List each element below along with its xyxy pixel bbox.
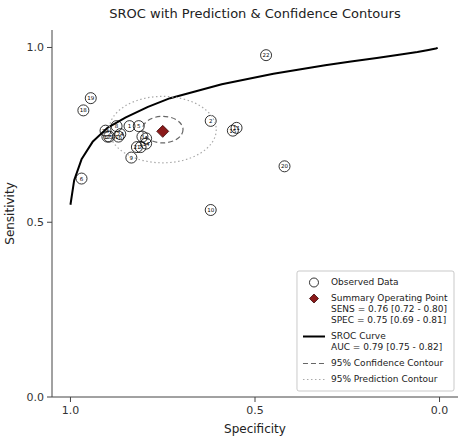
study-point: [85, 93, 96, 104]
contour-ellipse: [109, 96, 216, 162]
contour-ellipse: [142, 116, 183, 143]
point-labels: 1234567891011141516171819212022232425: [80, 52, 289, 213]
legend-label-line: SPEC = 0.75 [0.69 - 0.81]: [331, 315, 446, 325]
study-point: [131, 142, 142, 153]
study-label: 15: [229, 128, 236, 134]
study-point: [113, 131, 124, 142]
study-label: 5: [137, 123, 141, 129]
study-label: 8: [115, 123, 119, 129]
legend-label: 95% Confidence Contour: [331, 358, 444, 368]
study-label: 9: [130, 155, 134, 161]
study-point: [279, 161, 290, 172]
legend-label-line: 95% Confidence Contour: [331, 358, 444, 368]
y-tick-label: 0.5: [27, 216, 45, 229]
x-axis-label: Specificity: [224, 422, 286, 436]
study-label: 21: [133, 144, 140, 150]
legend-label-line: SENS = 0.76 [0.72 - 0.80]: [331, 304, 447, 314]
x-tick: [255, 397, 256, 402]
title: SROC with Prediction & Confidence Contou…: [109, 6, 401, 21]
y-tick: [47, 222, 52, 223]
legend-label-line: Summary Operating Point: [331, 293, 448, 303]
x-tick: [70, 397, 71, 402]
plot-area: [70, 48, 437, 216]
study-point: [205, 205, 216, 216]
x-tick: [439, 397, 440, 402]
study-point: [104, 131, 115, 142]
chart: SROC with Prediction & Confidence Contou…: [0, 0, 474, 441]
x-tick-label: 0.5: [246, 404, 264, 417]
legend-frame: [297, 271, 454, 391]
legend-marker: [309, 294, 318, 303]
legend-line: [303, 363, 325, 364]
y-axis: [52, 30, 53, 397]
study-label: 2: [209, 118, 213, 124]
study-label: 1: [128, 123, 132, 129]
legend-label-line: AUC = 0.79 [0.75 - 0.82]: [331, 342, 442, 352]
study-point: [76, 173, 87, 184]
sroc-curve: [70, 48, 437, 205]
legend-label: SROC CurveAUC = 0.79 [0.75 - 0.82]: [331, 331, 442, 352]
study-point: [261, 50, 272, 61]
study-point: [78, 105, 89, 116]
legend-label: Observed Data: [331, 277, 399, 287]
y-tick: [47, 47, 52, 48]
x-tick-label: 0.0: [431, 404, 449, 417]
y-tick-label: 1.0: [27, 41, 45, 54]
legend-label-line: Observed Data: [331, 277, 399, 287]
study-label: 10: [207, 207, 214, 213]
y-axis-label: Sensitivity: [3, 182, 17, 244]
legend-line: [303, 379, 325, 380]
legend-label-line: SROC Curve: [331, 331, 386, 341]
study-label: 24: [117, 131, 124, 137]
x-tick-label: 1.0: [62, 404, 80, 417]
legend-label: 95% Prediction Contour: [331, 374, 438, 384]
legend-line: [303, 336, 325, 338]
study-label: 19: [87, 95, 94, 101]
study-point: [205, 115, 216, 126]
legend-label: Summary Operating PointSENS = 0.76 [0.72…: [331, 293, 448, 325]
study-label: 14: [143, 141, 150, 147]
legend-marker: [309, 278, 318, 287]
study-label: 25: [106, 134, 113, 140]
legend-label-line: 95% Prediction Contour: [331, 374, 438, 384]
legend: Observed Data Summary Operating PointSENS…: [297, 271, 454, 391]
study-label: 20: [281, 163, 288, 169]
y-tick-label: 0.0: [27, 391, 45, 404]
study-label: 18: [80, 107, 87, 113]
study-point: [115, 129, 126, 140]
study-label: 22: [263, 52, 270, 58]
study-label: 6: [80, 176, 84, 182]
y-tick: [47, 397, 52, 398]
summary-point: [157, 125, 169, 137]
